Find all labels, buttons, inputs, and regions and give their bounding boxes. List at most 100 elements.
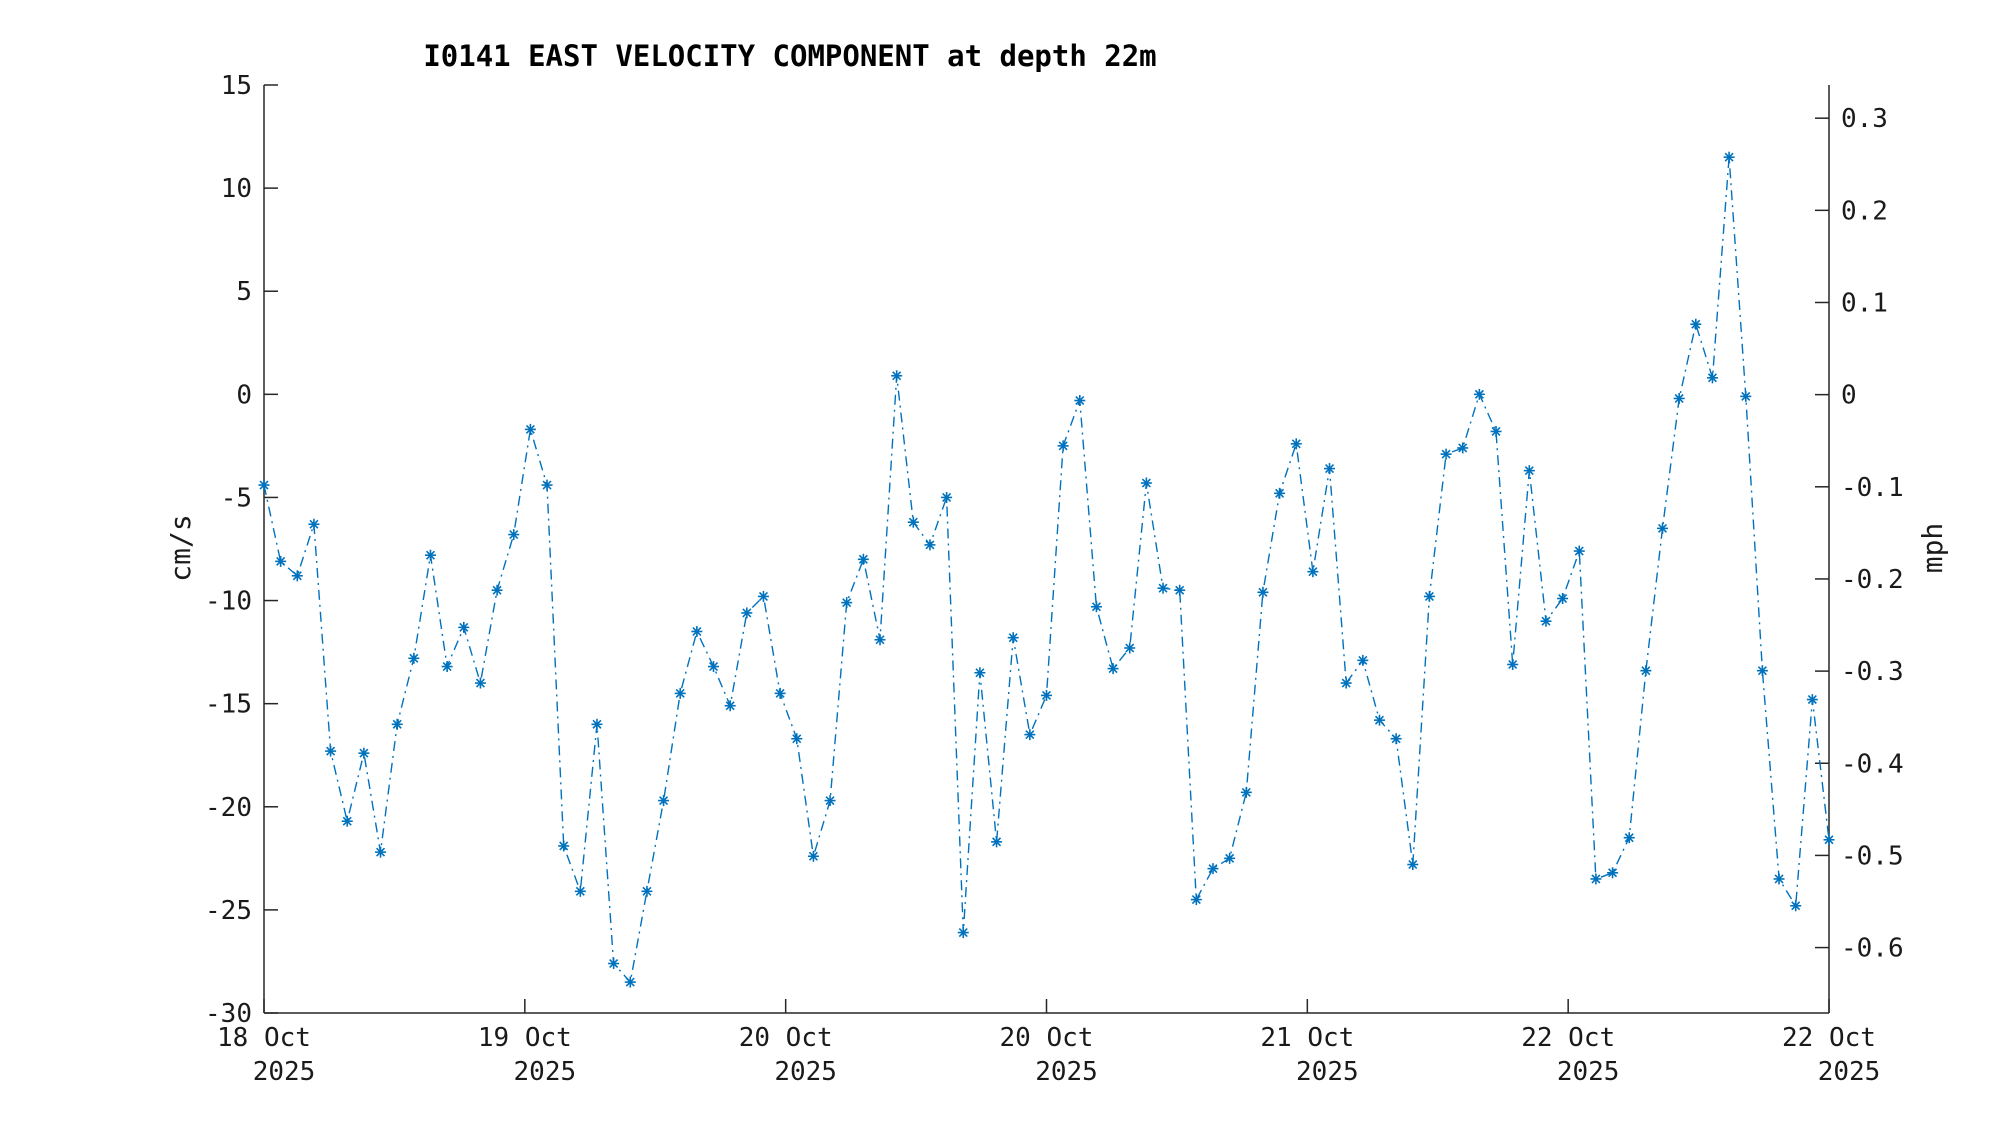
data-point (741, 607, 753, 619)
data-point (258, 479, 270, 491)
data-point (1640, 665, 1652, 677)
data-point (1074, 395, 1086, 407)
data-point (1523, 465, 1535, 477)
data-point (1723, 151, 1735, 163)
data-point (957, 927, 969, 939)
data-point (1657, 522, 1669, 534)
data-point (1490, 425, 1502, 437)
data-point (291, 570, 303, 582)
data-point (1756, 665, 1768, 677)
plot-axes (263, 85, 1830, 1014)
x-tick-label-date: 22 Oct (1521, 1023, 1615, 1053)
data-point (891, 370, 903, 382)
x-tick-label-year: 2025 (1557, 1057, 1620, 1087)
data-point (907, 516, 919, 528)
data-point (624, 976, 636, 988)
y-tick-label: 15 (221, 71, 252, 101)
x-tick-label-year: 2025 (253, 1057, 316, 1087)
y2-tick-label: 0.1 (1841, 288, 1888, 318)
data-point (1673, 392, 1685, 404)
data-point (1390, 733, 1402, 745)
data-point (341, 815, 353, 827)
data-point (1790, 900, 1802, 912)
data-point (1290, 438, 1302, 450)
data-point (325, 745, 337, 757)
y-axis-label: cm/s (164, 514, 197, 581)
series-line (263, 157, 1830, 984)
data-point (1140, 477, 1152, 489)
data-point (1107, 663, 1119, 675)
data-point (558, 840, 570, 852)
data-point (424, 549, 436, 561)
data-point (1407, 859, 1419, 871)
y-tick-label: -25 (205, 896, 252, 926)
data-point (275, 555, 287, 567)
data-point (1573, 545, 1585, 557)
data-point (441, 661, 453, 673)
x-tick-label-date: 22 Oct (1782, 1023, 1876, 1053)
y-tick-label: -10 (205, 587, 252, 617)
left-axis-ticks: 15 10 5 0 -5 -10 -15 -20 -25 -30 (205, 71, 278, 1029)
data-point (974, 667, 986, 679)
data-point (1690, 318, 1702, 330)
y2-tick-label: 0 (1841, 381, 1857, 411)
data-point (1090, 601, 1102, 613)
data-point (641, 885, 653, 897)
data-point (841, 597, 853, 609)
y-tick-label: 10 (221, 174, 252, 204)
data-point (1423, 590, 1435, 602)
data-point (491, 584, 503, 596)
data-point (391, 718, 403, 730)
data-point (1740, 390, 1752, 402)
data-point (1473, 388, 1485, 400)
data-point (1590, 873, 1602, 885)
x-tick-label-year: 2025 (1296, 1057, 1359, 1087)
data-point (474, 677, 486, 689)
data-point (1706, 372, 1718, 384)
data-point (1440, 448, 1452, 460)
data-point (1124, 642, 1136, 654)
chart-title: I0141 EAST VELOCITY COMPONENT at depth 2… (423, 39, 1156, 73)
data-point (1557, 592, 1569, 604)
data-point (1324, 463, 1336, 475)
data-point (508, 529, 520, 541)
data-point (807, 850, 819, 862)
data-point (708, 661, 720, 673)
x-tick-label-date: 20 Oct (1000, 1023, 1094, 1053)
data-point (924, 539, 936, 551)
x-tick-label-date: 18 Oct (217, 1023, 311, 1053)
y2-tick-label: 0.2 (1841, 196, 1888, 226)
data-point (941, 491, 953, 503)
data-point (1007, 632, 1019, 644)
data-point (591, 718, 603, 730)
y2-tick-label: -0.1 (1841, 473, 1904, 503)
y2-tick-label: -0.2 (1841, 565, 1904, 595)
data-point (1623, 832, 1635, 844)
data-point (1157, 582, 1169, 594)
data-point (1540, 615, 1552, 627)
y2-tick-label: 0.3 (1841, 104, 1888, 134)
data-point (774, 687, 786, 699)
y2-tick-label: -0.6 (1841, 934, 1904, 964)
series-layer (258, 151, 1835, 988)
data-point (824, 795, 836, 807)
right-axis-ticks: 0.3 0.2 0.1 0 -0.1 -0.2 -0.3 -0.4 -0.5 -0.6 (1815, 104, 1904, 964)
data-point (1357, 654, 1369, 666)
data-point (541, 479, 553, 491)
data-point (874, 634, 886, 646)
data-point (1240, 786, 1252, 798)
data-point (1024, 729, 1036, 741)
data-point (1190, 894, 1202, 906)
data-point (1307, 566, 1319, 578)
data-point (691, 625, 703, 637)
data-point (1257, 586, 1269, 598)
y2-axis-label: mph (1916, 523, 1949, 574)
x-tick-label-date: 21 Oct (1260, 1023, 1354, 1053)
data-point (375, 846, 387, 858)
data-point (1806, 694, 1818, 706)
y-tick-label: -30 (205, 999, 252, 1029)
data-point (1207, 863, 1219, 875)
y-tick-label: -15 (205, 690, 252, 720)
data-point (574, 885, 586, 897)
